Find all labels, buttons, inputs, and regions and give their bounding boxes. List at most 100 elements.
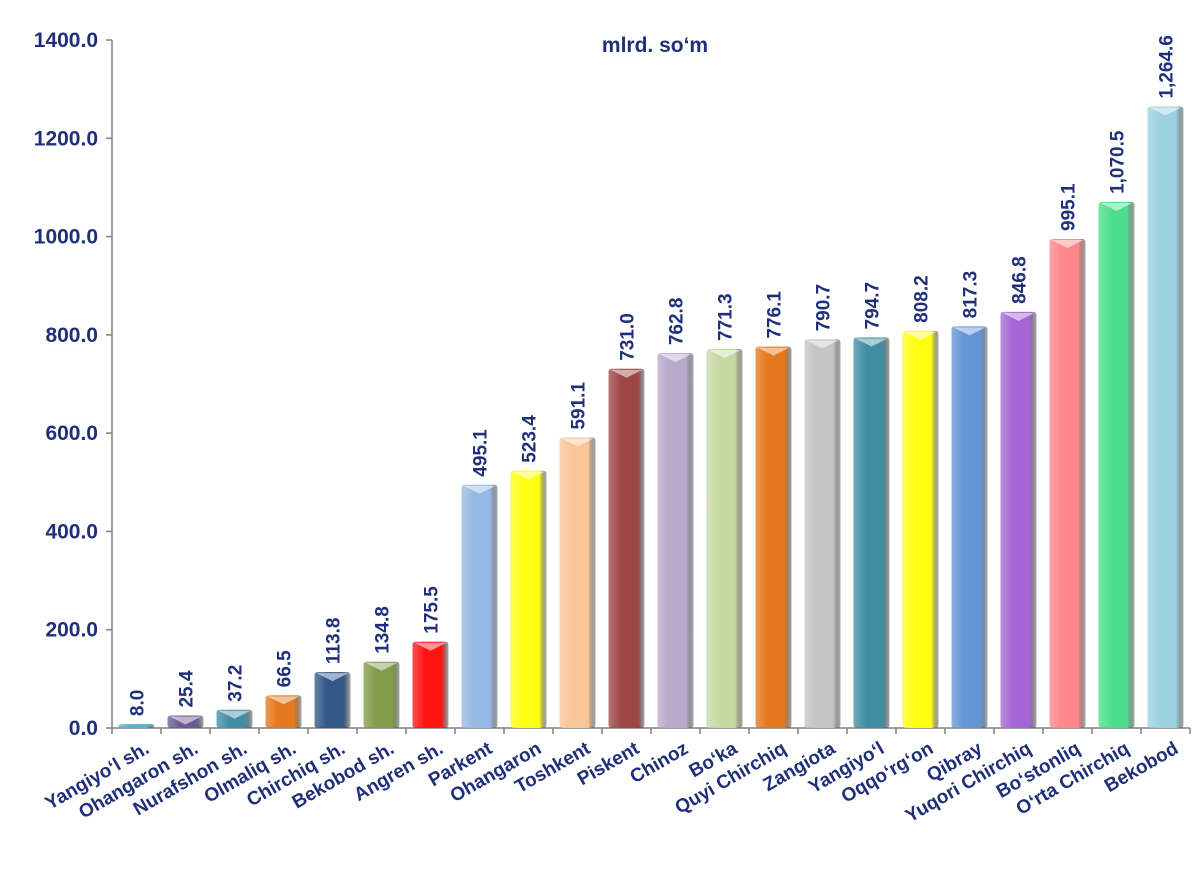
- data-label: 794.7: [863, 282, 884, 330]
- bar-shading: [559, 437, 596, 728]
- bar-body: [1049, 238, 1086, 728]
- data-label: 846.8: [1010, 256, 1031, 304]
- bar-shading: [951, 326, 988, 728]
- bar-bevel: [316, 673, 349, 682]
- bar-body: [363, 661, 400, 728]
- bar-bevel: [561, 438, 594, 447]
- data-label: 808.2: [912, 275, 933, 323]
- bar-bevel: [414, 642, 447, 651]
- bar: [1098, 201, 1135, 728]
- bar-body: [706, 348, 743, 728]
- bar: [265, 695, 302, 728]
- bar-body: [1147, 106, 1184, 728]
- bar: [755, 346, 792, 728]
- bar-shading: [314, 672, 351, 728]
- bar-body: [1098, 201, 1135, 728]
- data-label: 1,070.5: [1108, 130, 1129, 194]
- bar-shading: [804, 339, 841, 728]
- bar-shading: [412, 641, 449, 728]
- y-tick-label: 1400.0: [34, 29, 98, 52]
- bar: [559, 437, 596, 728]
- bar-body: [902, 330, 939, 728]
- bar-bevel: [757, 347, 790, 356]
- bar: [118, 724, 155, 728]
- bar: [706, 348, 743, 728]
- bar-body: [559, 437, 596, 728]
- y-tick-label: 400.0: [45, 520, 98, 543]
- y-tick-label: 0.0: [69, 717, 98, 740]
- bar-bevel: [953, 327, 986, 336]
- category-labels: Yangiyo‘l sh.Ohangaron sh.Nurafshon sh.O…: [42, 738, 1182, 827]
- bar: [1000, 311, 1037, 728]
- bar-bevel: [365, 662, 398, 671]
- bar-shading: [118, 724, 155, 728]
- bar: [510, 470, 547, 728]
- bar-bevel: [904, 331, 937, 340]
- bar-bevel: [610, 369, 643, 378]
- data-label: 731.0: [618, 313, 639, 361]
- y-tick-label: 600.0: [45, 422, 98, 445]
- data-label: 66.5: [275, 650, 296, 687]
- bar-bevel: [659, 354, 692, 363]
- bar: [461, 484, 498, 728]
- data-label: 113.8: [324, 618, 345, 665]
- bar: [363, 661, 400, 728]
- bar-shading: [853, 337, 890, 728]
- bar-bevel: [1002, 312, 1035, 321]
- data-label: 591.1: [569, 382, 590, 430]
- unit-label: mlrd. so‘m: [602, 34, 708, 57]
- bar-body: [216, 709, 253, 728]
- bar-body: [314, 672, 351, 728]
- bar: [1147, 106, 1184, 728]
- bar-shading: [461, 484, 498, 728]
- bar-body: [804, 339, 841, 728]
- data-label: 175.5: [422, 586, 443, 634]
- bar-body: [1000, 311, 1037, 728]
- bar-bevel: [169, 716, 202, 725]
- data-label: 1,264.6: [1157, 35, 1178, 98]
- bar: [1049, 238, 1086, 728]
- bar-shading: [363, 661, 400, 728]
- bar-shading: [755, 346, 792, 728]
- bar: [412, 641, 449, 728]
- data-label: 134.8: [373, 606, 394, 654]
- data-label: 995.1: [1059, 183, 1080, 231]
- bar-body: [657, 353, 694, 728]
- y-axis: 0.0 200.0 400.0 600.0 800.0 1000.0 1200.0 1400.…: [34, 29, 113, 740]
- bar-body: [461, 484, 498, 728]
- bar-body: [118, 724, 155, 728]
- bar-body: [755, 346, 792, 728]
- bar-body: [853, 337, 890, 728]
- bar-shading: [1098, 201, 1135, 728]
- bar-bevel: [1100, 202, 1133, 211]
- bar-shading: [902, 330, 939, 728]
- bar-bevel: [806, 340, 839, 349]
- bar-body: [510, 470, 547, 728]
- bar-body: [265, 695, 302, 728]
- bar: [608, 368, 645, 728]
- bar-shading: [608, 368, 645, 728]
- data-label: 771.3: [716, 293, 737, 341]
- bar-shading: [1000, 311, 1037, 728]
- bar-bevel: [463, 485, 496, 494]
- bar-body: [608, 368, 645, 728]
- y-tick-label: 200.0: [45, 619, 98, 642]
- data-label: 762.8: [667, 298, 688, 346]
- bar-bevel: [708, 349, 741, 358]
- data-label: 8.0: [128, 690, 149, 716]
- bar-bevel: [1051, 239, 1084, 248]
- bar-bevel: [218, 710, 251, 719]
- data-label: 790.7: [814, 284, 835, 332]
- y-tick-label: 1000.0: [34, 226, 98, 249]
- bar: [216, 709, 253, 728]
- bar-bevel: [855, 338, 888, 347]
- bar-bevel: [267, 696, 300, 705]
- data-label: 37.2: [226, 665, 247, 702]
- data-label: 523.4: [520, 415, 541, 463]
- bars: [118, 106, 1184, 728]
- data-label: 25.4: [177, 670, 198, 707]
- bar-bevel: [512, 471, 545, 480]
- bar-bevel: [1149, 107, 1182, 116]
- bar-shading: [216, 709, 253, 728]
